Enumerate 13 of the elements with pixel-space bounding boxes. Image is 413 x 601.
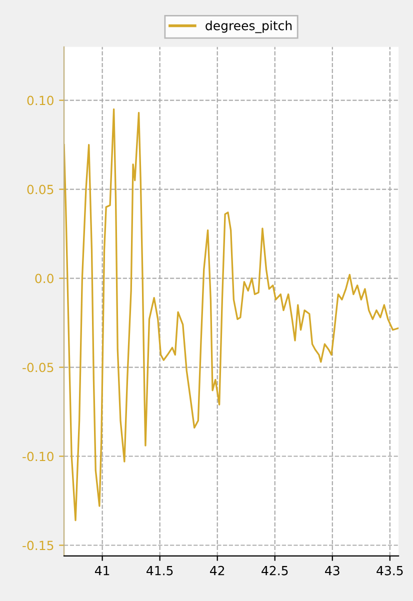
y-tick-label: 0.10 bbox=[27, 96, 54, 106]
x-tick-label: 41 bbox=[94, 566, 110, 576]
y-tick-label: -0.15 bbox=[22, 540, 54, 550]
y-tick-label: 0.05 bbox=[27, 184, 54, 194]
y-tick-label: 0.0 bbox=[35, 274, 54, 284]
x-tick-label: 43 bbox=[325, 566, 340, 576]
y-tick-label: -0.10 bbox=[22, 452, 54, 462]
y-tick-label: -0.05 bbox=[22, 362, 54, 372]
x-tick-label: 41.5 bbox=[146, 566, 173, 576]
x-tick-label: 43.5 bbox=[376, 566, 403, 576]
x-tick-label: 42.5 bbox=[262, 566, 288, 576]
x-tick-label: 42 bbox=[210, 566, 224, 576]
legend-label: degrees_pitch bbox=[206, 20, 292, 34]
